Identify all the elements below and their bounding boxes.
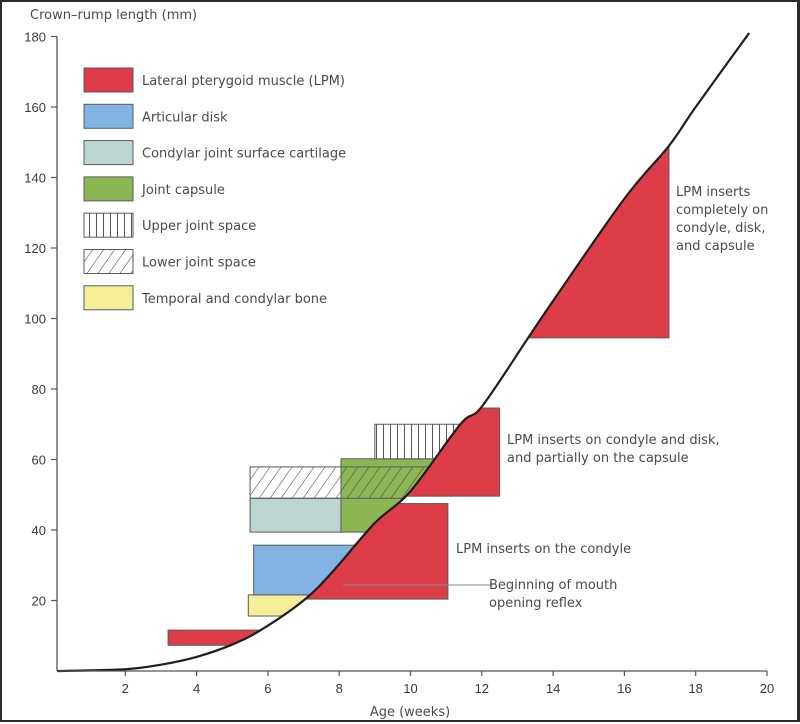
legend-label: Condylar joint surface cartilage <box>142 147 346 162</box>
annotation-line: and capsule <box>676 239 755 254</box>
region-lower <box>249 466 768 499</box>
annotation-line: opening reflex <box>489 596 583 611</box>
legend: Lateral pterygoid muscle (LPM) Articular … <box>83 67 346 311</box>
legend-item-capsule: Joint capsule <box>83 176 225 202</box>
x-tick-label: 6 <box>264 681 271 696</box>
x-tick-label: 8 <box>336 681 343 696</box>
axes: 2 4 6 8 10 12 14 16 18 20 20 40 60 80 100 120 140 160 180… <box>24 8 774 720</box>
x-ticks: 2 4 6 8 10 12 14 16 18 20 <box>122 671 774 696</box>
annotation-partial: LPM inserts on condyle and disk, and par… <box>507 433 720 466</box>
legend-label: Joint capsule <box>141 183 225 198</box>
legend-item-bone: Temporal and condylar bone <box>83 285 327 311</box>
x-tick-label: 14 <box>546 681 560 696</box>
legend-label: Lower joint space <box>142 256 256 271</box>
legend-swatch <box>83 67 134 93</box>
x-tick-label: 10 <box>403 681 417 696</box>
region-cartilage <box>249 497 342 533</box>
y-tick-label: 20 <box>32 594 46 609</box>
region-lower-rect <box>249 466 768 499</box>
annotation-complete: LPM inserts completely on condyle, disk,… <box>676 185 768 254</box>
annotation-line: LPM inserts <box>676 185 750 200</box>
x-axis-label: Age (weeks) <box>370 705 450 720</box>
x-tick-label: 4 <box>193 681 200 696</box>
region-lpm <box>57 145 670 339</box>
y-ticks: 20 40 60 80 100 120 140 160 180 <box>24 30 57 609</box>
legend-swatch <box>83 285 134 311</box>
x-tick-label: 20 <box>760 681 774 696</box>
y-axis-label: Crown–rump length (mm) <box>30 8 197 23</box>
legend-label: Temporal and condylar bone <box>141 292 327 307</box>
legend-item-lower: Lower joint space <box>83 249 256 274</box>
annotation-line: condyle, disk, <box>676 221 765 236</box>
legend-swatch <box>83 249 134 274</box>
legend-swatch <box>83 212 134 238</box>
annotation-line: completely on <box>676 203 768 218</box>
legend-label: Upper joint space <box>142 219 256 234</box>
y-tick-label: 180 <box>24 30 46 45</box>
region-cartilage-rect <box>249 497 342 533</box>
x-tick-label: 16 <box>617 681 631 696</box>
growth-curve <box>56 32 751 673</box>
y-tick-label: 140 <box>24 171 46 186</box>
legend-label: Lateral pterygoid muscle (LPM) <box>142 74 345 89</box>
x-tick-label: 2 <box>122 681 129 696</box>
y-tick-label: 80 <box>32 382 46 397</box>
y-tick-label: 100 <box>24 312 46 327</box>
legend-item-lpm: Lateral pterygoid muscle (LPM) <box>83 67 345 93</box>
annotation-line: Beginning of mouth <box>489 578 617 593</box>
y-tick-label: 120 <box>24 241 46 256</box>
x-tick-label: 18 <box>688 681 702 696</box>
annotation-line: LPM inserts on the condyle <box>456 542 631 557</box>
y-tick-label: 40 <box>32 523 46 538</box>
legend-swatch <box>83 140 134 166</box>
legend-item-upper: Upper joint space <box>83 212 256 238</box>
annotation-line: LPM inserts on condyle and disk, <box>507 433 720 448</box>
legend-item-cartilage: Condylar joint surface cartilage <box>83 140 346 166</box>
annotation-condyle: LPM inserts on the condyle <box>456 542 631 557</box>
x-tick-label: 12 <box>475 681 489 696</box>
legend-label: Articular disk <box>142 110 228 125</box>
annotation-line: and partially on the capsule <box>507 451 689 466</box>
legend-swatch <box>83 176 134 202</box>
region-lpm-rect <box>57 145 670 339</box>
legend-item-disk: Articular disk <box>83 103 228 129</box>
y-tick-label: 160 <box>24 100 46 115</box>
legend-swatch <box>83 103 134 129</box>
annotation-reflex: Beginning of mouth opening reflex <box>489 578 617 611</box>
y-tick-label: 60 <box>32 453 46 468</box>
